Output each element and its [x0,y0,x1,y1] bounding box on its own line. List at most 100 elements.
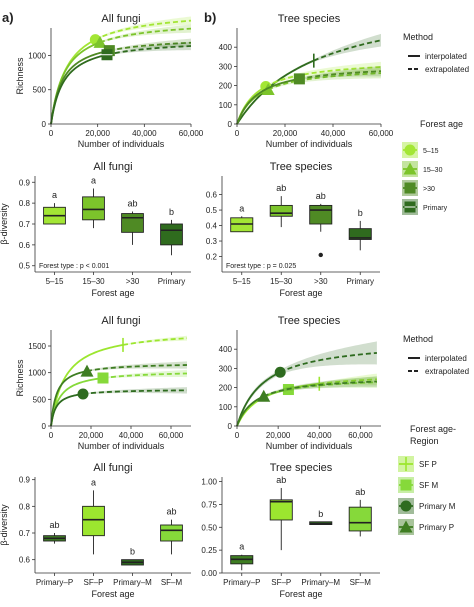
x-tick-label: 40,000 [132,129,157,138]
x-tick-label: 20,000 [85,129,110,138]
significance-letter: b [130,547,135,557]
box-body [82,505,105,537]
legend-title: Forest age- [410,424,456,434]
significance-letter: b [169,207,174,217]
legend-item-label: SF P [419,460,437,469]
chart-title: All fungi [101,13,140,25]
box-body [160,524,183,542]
panel-label-b: b) [204,10,216,25]
chart-title: Tree species [270,161,333,173]
legend-item-label: SF M [419,481,438,490]
x-tick-label: Primary [346,277,374,286]
legend-key-age-marker [403,162,417,175]
significance-letter: ab [276,475,286,485]
test-annotation: Forest type : p = 0.025 [226,263,296,270]
x-tick-label: Primary–M [113,578,152,587]
extrapolated-line [267,72,382,91]
x-axis-label: Number of individuals [78,139,165,149]
extrapolated-line [82,389,188,395]
legend-title: Forest age [420,119,463,129]
box-body [269,499,293,521]
interpolated-line [50,344,124,427]
sample-marker [93,35,107,48]
x-axis-label: Number of individuals [266,139,353,149]
legend-key-age-marker [404,144,416,156]
y-axis-label: β-diversity [0,504,9,546]
y-tick-label: 1000 [28,369,46,378]
x-tick-label: Primary–P [36,578,73,587]
x-tick-label: 0 [235,129,240,138]
extrapolated-line [279,352,377,374]
panel-label-a: a) [2,10,14,25]
x-axis-label: Forest age [279,288,322,298]
y-tick-label: 100 [219,403,233,412]
y-tick-label: 400 [219,345,233,354]
x-tick-label: 40,000 [307,431,332,440]
chart-rare-trees-age: 0 100 200 300 400 0 20,000 40,000 60,000 Tree spe… [219,13,394,149]
y-tick-label: 0.9 [19,178,31,187]
box-body [348,506,372,532]
y-tick-label: 0 [42,422,47,431]
x-tick-label: 60,000 [369,129,394,138]
legend-key-region-marker [399,520,413,533]
legend-item-label: interpolated [425,354,467,363]
significance-letter: b [358,208,363,218]
extrapolated-line [263,380,377,398]
interpolated-line [50,49,110,125]
box-body [160,223,183,246]
x-tick-label: 20,000 [79,431,104,440]
y-tick-label: 0.4 [206,222,218,231]
y-tick-label: 1500 [28,342,46,351]
y-axis-label: β-diversity [0,203,9,245]
x-tick-label: 5–15 [233,277,251,286]
x-tick-label: 15–30 [270,277,293,286]
y-tick-label: 0.8 [19,502,31,511]
y-tick-label: 0.6 [206,191,218,200]
legend-method-bottom: Method interpolated extrapolated [403,334,469,376]
extrapolated-line [102,372,188,379]
significance-letter: a [91,477,96,487]
significance-letter: a [91,176,96,186]
x-tick-label: >30 [314,277,328,286]
x-tick-label: 0 [235,431,240,440]
legend-title: Method [403,32,433,42]
x-tick-label: SF–M [161,578,183,587]
chart-title: Tree species [270,462,333,474]
legend-forest-age: Forest age 5–15 15–30 >30 Primary [402,119,463,215]
legend-item-label: 5–15 [423,148,439,155]
y-axis-label: Richness [15,359,25,397]
y-tick-label: 0 [42,120,47,129]
significance-letter: a [239,542,244,552]
legend-item-label: extrapolated [425,367,469,376]
chart-title: All fungi [93,462,132,474]
legend-key-region-marker [400,479,412,491]
significance-letter: ab [49,520,59,530]
legend-item-label: >30 [423,186,435,193]
box-body [82,196,105,221]
extrapolated-line [265,66,382,88]
chart-rare-fungi-region: 0 500 1000 1500 0 20,000 40,000 60,000 All fungi… [15,315,191,451]
legend-item-label: Primary M [419,502,456,511]
y-tick-label: 200 [219,384,233,393]
y-tick-label: 500 [33,395,47,404]
confidence-band [51,361,187,426]
confidence-band [237,341,377,426]
x-tick-label: SF–P [271,578,291,587]
x-tick-label: 40,000 [119,431,144,440]
x-axis-label: Forest age [91,288,134,298]
x-tick-label: 15–30 [82,277,105,286]
legend-item-label: 15–30 [423,167,443,174]
legend-title: Method [403,334,433,344]
box-body [121,213,144,233]
legend-item-label: Primary [423,205,448,212]
chart-beta-trees-age: a 5–15 ab 15–30 ab >30 b Primary 0.2 0.3 0.4 0.5 0.6… [206,161,380,298]
x-axis-label: Forest age [91,589,134,599]
sample-marker [293,73,305,85]
sample-marker [274,366,286,378]
y-tick-label: 300 [219,62,233,71]
box-body [269,204,293,217]
chart-beta-trees-region: a Primary–P ab SF–P b Primary–M ab SF–M 0.00 0.25… [201,462,380,599]
x-axis-label: Number of individuals [266,441,353,451]
